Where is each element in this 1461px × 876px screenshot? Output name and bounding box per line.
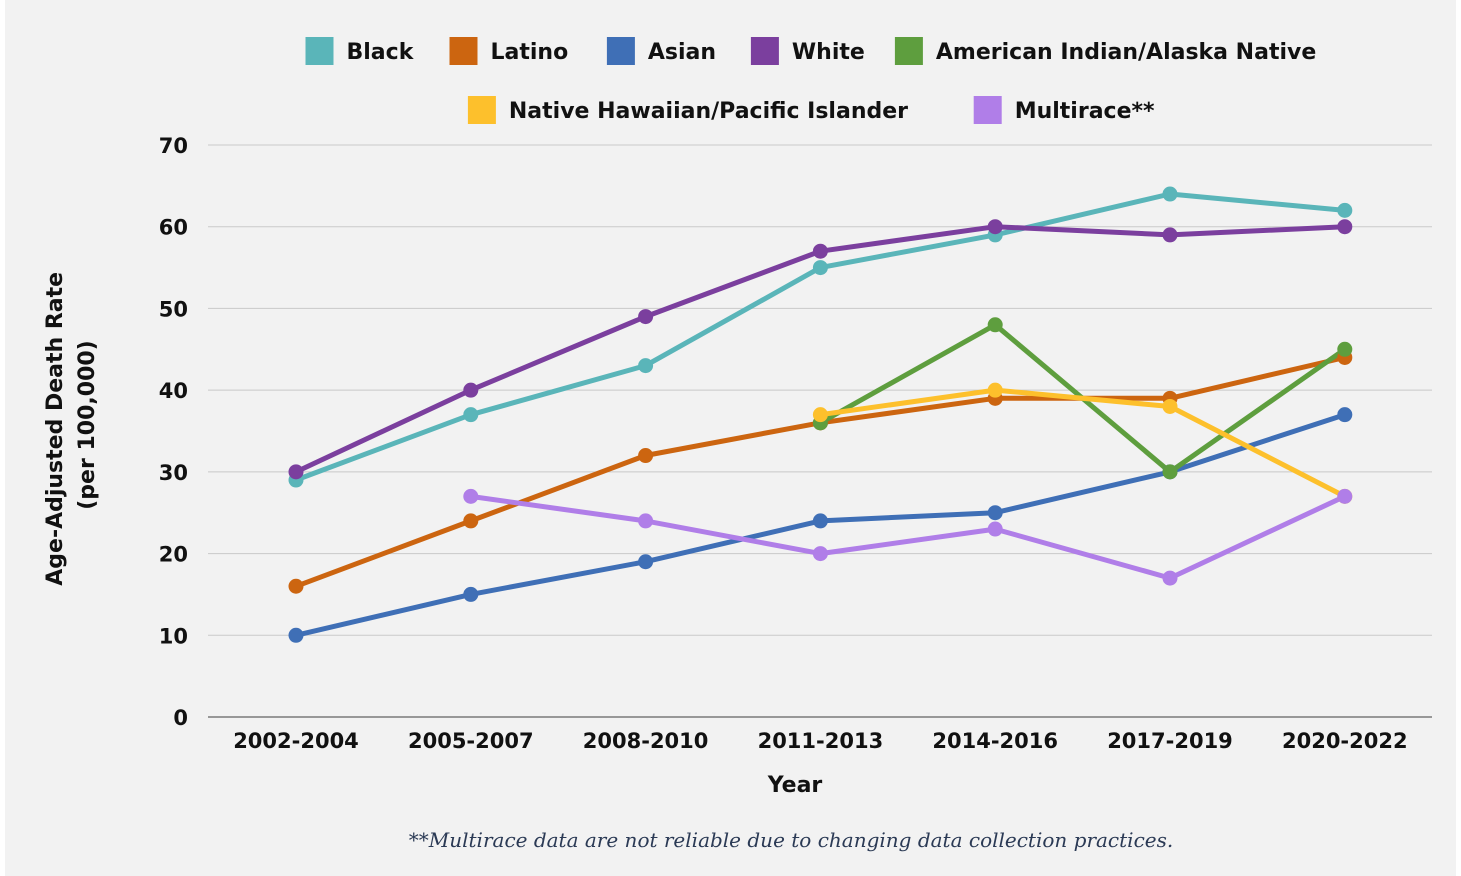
data-point-white-2017-2019: [1162, 227, 1178, 243]
data-point-asian-2014-2016: [987, 505, 1003, 521]
data-point-asian-2005-2007: [463, 586, 479, 602]
y-axis-ticks: 0 10 20 30 40 50 60 70: [159, 134, 188, 730]
x-tick-label-2020-2022: 2020-2022: [1282, 729, 1408, 753]
legend-item-multirace: Multirace**: [973, 96, 1155, 124]
data-point-native-hawaiian-pacific-islander-2017-2019: [1162, 398, 1178, 414]
legend-label-american-indian-alaska-native: American Indian/Alaska Native: [936, 40, 1316, 65]
legend-swatch-white: [750, 37, 779, 65]
x-axis-label: Year: [767, 773, 823, 798]
series-points: [288, 186, 1353, 643]
legend-label-native-hawaiian-pacific-islander: Native Hawaiian/Pacific Islander: [509, 99, 908, 124]
legend-swatch-american-indian-alaska-native: [894, 37, 923, 65]
data-point-asian-2008-2010: [638, 554, 654, 570]
data-point-american-indian-alaska-native-2017-2019: [1162, 464, 1178, 480]
legend-swatch-asian: [606, 37, 635, 65]
x-tick-label-2008-2010: 2008-2010: [583, 729, 709, 753]
data-point-multirace-2005-2007: [463, 488, 479, 504]
y-tick-label-60: 60: [159, 216, 188, 240]
data-point-multirace-2011-2013: [812, 546, 828, 562]
legend-label-black: Black: [347, 40, 415, 65]
data-point-native-hawaiian-pacific-islander-2014-2016: [987, 382, 1003, 398]
data-point-native-hawaiian-pacific-islander-2011-2013: [812, 407, 828, 423]
footnote: **Multirace data are not reliable due to…: [409, 828, 1173, 852]
y-tick-label-40: 40: [159, 379, 188, 403]
data-point-american-indian-alaska-native-2014-2016: [987, 317, 1003, 333]
y-tick-label-30: 30: [159, 461, 188, 485]
legend-item-latino: Latino: [449, 37, 569, 65]
series-line-native-hawaiian-pacific-islander: [817, 387, 1348, 499]
data-point-asian-2002-2004: [288, 627, 304, 643]
data-point-black-2008-2010: [638, 358, 654, 374]
y-axis-label-line2: (per 100,000): [75, 340, 100, 510]
data-point-white-2020-2022: [1337, 219, 1353, 235]
y-axis-label: Age-Adjusted Death Rate (per 100,000): [43, 264, 100, 586]
data-point-multirace-2008-2010: [638, 513, 654, 529]
x-axis-ticks: 2002-2004 2005-2007 2008-2010 2011-2013 2014…: [233, 729, 1407, 753]
data-point-latino-2002-2004: [288, 578, 304, 594]
series-line-multirace: [468, 493, 1348, 581]
legend-item-black: Black: [305, 37, 415, 65]
data-point-asian-2011-2013: [812, 513, 828, 529]
legend: Black Latino Asian White American Indian/Ala…: [305, 37, 1316, 124]
legend-item-white: White: [750, 37, 865, 65]
legend-swatch-black: [305, 37, 334, 65]
legend-swatch-native-hawaiian-pacific-islander: [467, 96, 496, 124]
y-tick-label-10: 10: [159, 624, 188, 648]
data-point-black-2020-2022: [1337, 202, 1353, 218]
y-tick-label-70: 70: [159, 134, 188, 158]
series-line-black: [293, 191, 1348, 483]
legend-label-latino: Latino: [491, 40, 569, 65]
x-tick-label-2011-2013: 2011-2013: [758, 729, 884, 753]
data-point-multirace-2017-2019: [1162, 570, 1178, 586]
data-point-white-2014-2016: [987, 219, 1003, 235]
y-tick-label-20: 20: [159, 543, 188, 567]
data-point-latino-2008-2010: [638, 448, 654, 464]
data-point-black-2005-2007: [463, 407, 479, 423]
x-tick-label-2014-2016: 2014-2016: [932, 729, 1058, 753]
data-point-black-2011-2013: [812, 260, 828, 276]
data-point-asian-2020-2022: [1337, 407, 1353, 423]
y-axis-label-line1: Age-Adjusted Death Rate: [43, 272, 68, 586]
x-tick-label-2002-2004: 2002-2004: [233, 729, 359, 753]
data-point-multirace-2014-2016: [987, 521, 1003, 537]
legend-item-asian: Asian: [606, 37, 716, 65]
data-point-american-indian-alaska-native-2020-2022: [1337, 341, 1353, 357]
y-tick-label-50: 50: [159, 297, 188, 321]
data-point-white-2005-2007: [463, 382, 479, 398]
data-point-multirace-2020-2022: [1337, 488, 1353, 504]
data-point-white-2011-2013: [812, 243, 828, 259]
legend-label-white: White: [792, 40, 865, 65]
legend-swatch-multirace: [973, 96, 1002, 124]
legend-item-american-indian-alaska-native: American Indian/Alaska Native: [894, 37, 1316, 65]
legend-item-native-hawaiian-pacific-islander: Native Hawaiian/Pacific Islander: [467, 96, 908, 124]
x-tick-label-2017-2019: 2017-2019: [1107, 729, 1233, 753]
legend-swatch-latino: [449, 37, 478, 65]
y-tick-label-0: 0: [173, 706, 188, 730]
data-point-white-2002-2004: [288, 464, 304, 480]
legend-label-multirace: Multirace**: [1015, 99, 1155, 124]
data-point-latino-2005-2007: [463, 513, 479, 529]
data-point-white-2008-2010: [638, 309, 654, 325]
x-tick-label-2005-2007: 2005-2007: [408, 729, 534, 753]
legend-label-asian: Asian: [648, 40, 716, 65]
data-point-black-2017-2019: [1162, 186, 1178, 202]
